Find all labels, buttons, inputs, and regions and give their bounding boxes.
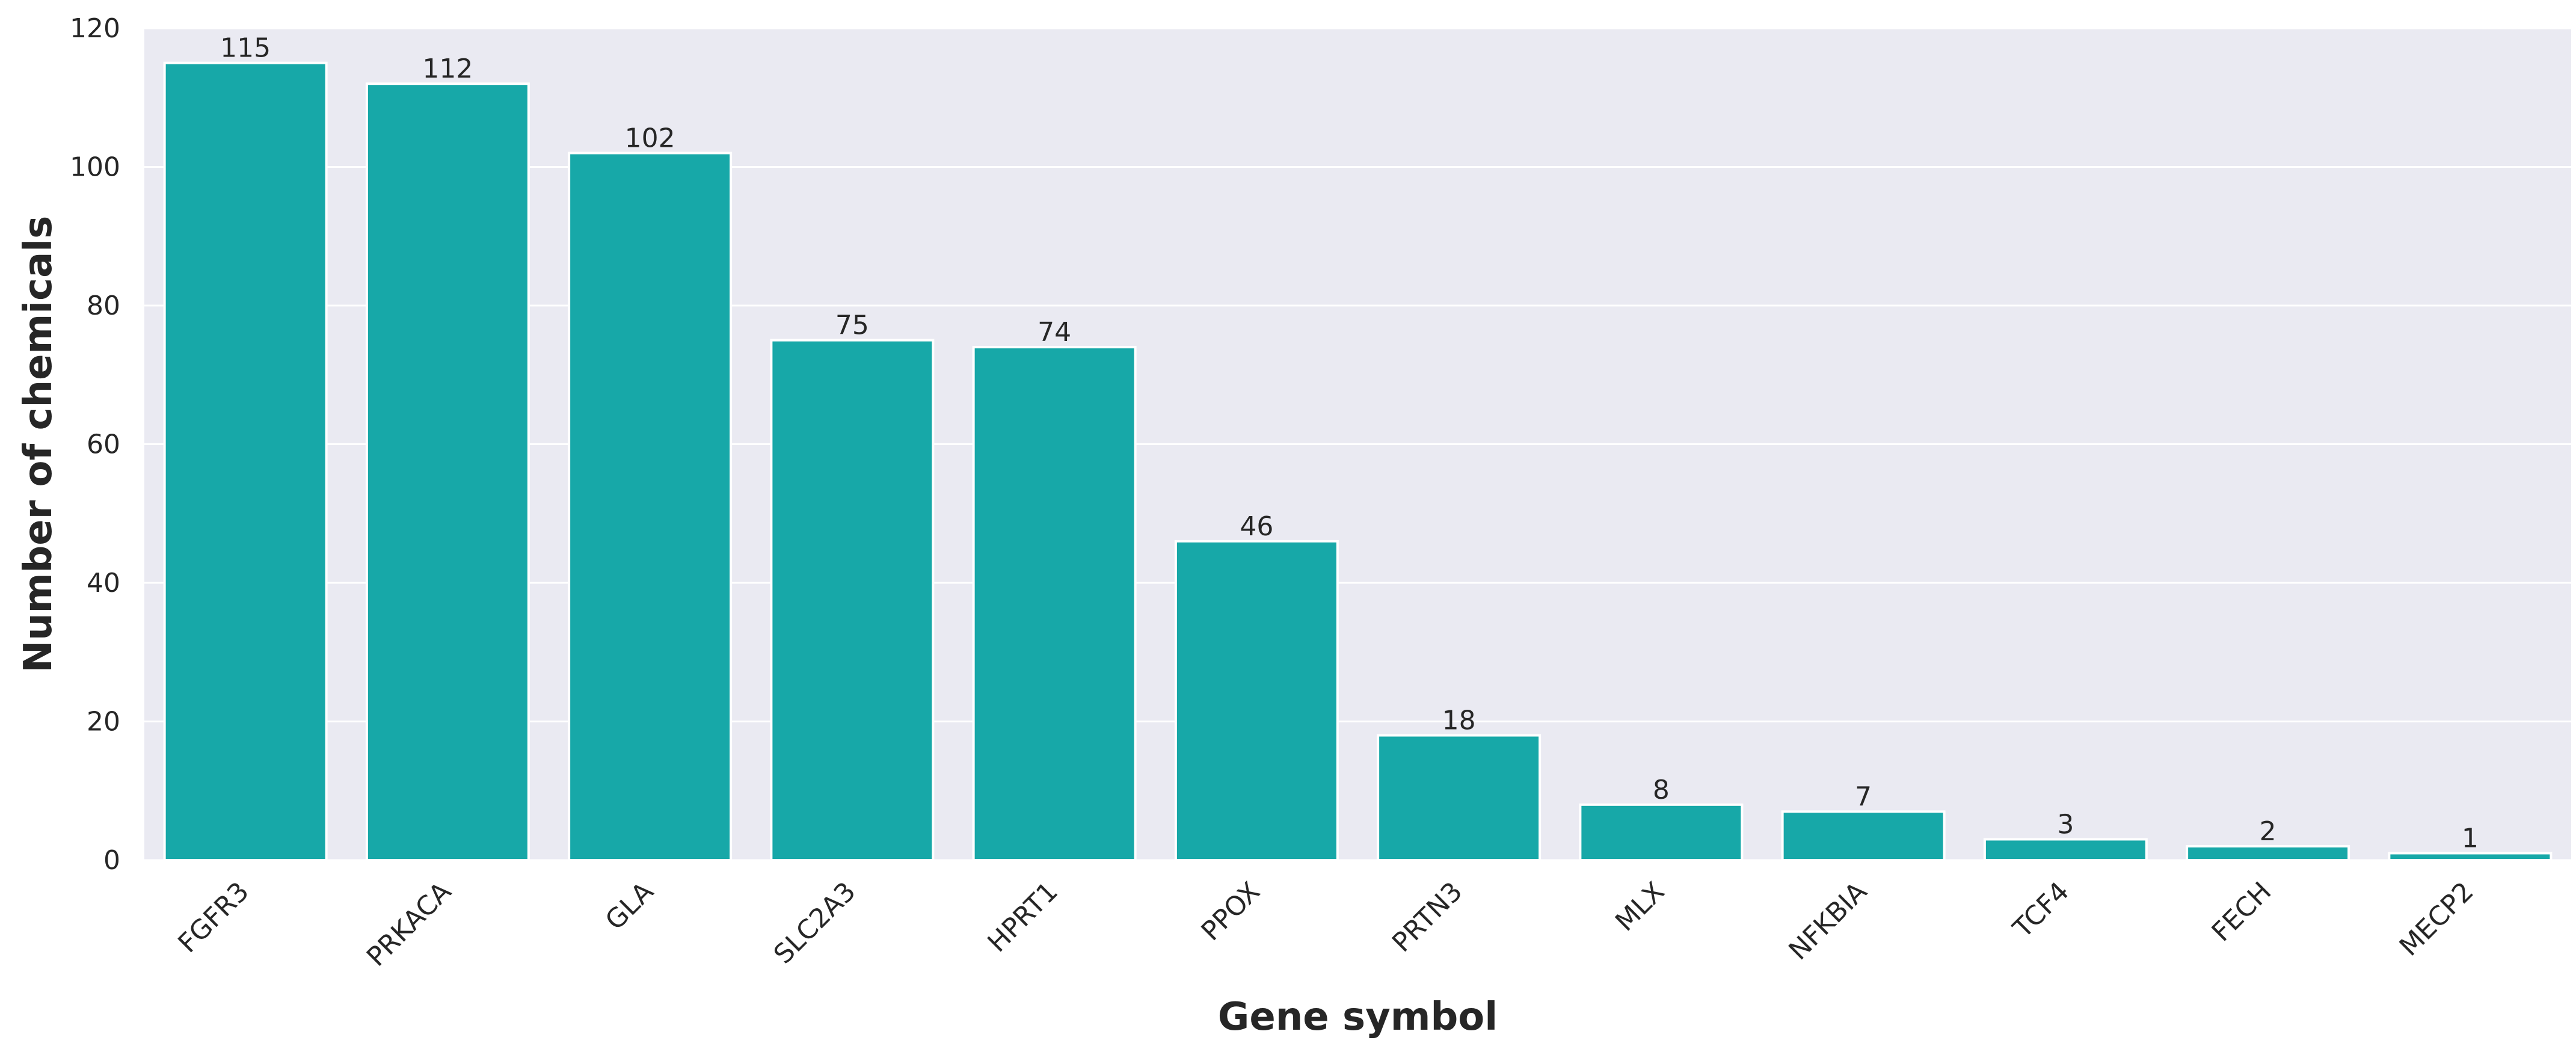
data-label: 46 <box>1240 511 1273 542</box>
y-tick-label: 100 <box>70 152 120 183</box>
data-label: 112 <box>422 54 473 84</box>
x-axis-title: Gene symbol <box>1218 995 1498 1039</box>
data-label: 1 <box>2462 823 2479 853</box>
data-labels: 115 112 102 75 74 46 18 8 7 3 2 1 <box>220 33 2479 854</box>
y-axis-title: Number of chemicals <box>16 216 61 673</box>
y-tick-label: 20 <box>87 707 120 737</box>
data-label: 18 <box>1442 706 1476 736</box>
x-tick-label: FECH <box>2206 876 2278 948</box>
x-tick-label: PPOX <box>1196 876 1266 947</box>
y-tick-label: 60 <box>87 429 120 460</box>
bar-tcf4 <box>1983 838 2148 862</box>
x-tick-label: FGFR3 <box>173 876 255 959</box>
bar-fech <box>2186 844 2350 861</box>
bar-hprt1 <box>972 346 1137 861</box>
data-label: 102 <box>625 123 675 153</box>
y-tick-label: 80 <box>87 291 120 321</box>
x-tick-label: MLX <box>1609 876 1671 938</box>
bar-nfkbia <box>1781 810 1946 861</box>
bar-mecp2 <box>2388 852 2553 861</box>
y-tick-label: 0 <box>103 845 120 876</box>
y-tick-label: 120 <box>70 13 120 44</box>
x-axis-ticks: FGFR3 PRKACA GLA SLC2A3 HPRT1 PPOX PRTN3 MLX NFK… <box>173 876 2480 973</box>
bar-slc2a3 <box>770 339 935 861</box>
x-tick-label: PRKACA <box>361 876 457 973</box>
bar-prtn3 <box>1377 734 1542 862</box>
data-label: 7 <box>1855 781 1872 812</box>
data-label: 8 <box>1653 775 1670 805</box>
bar-fgfr3 <box>163 61 328 861</box>
x-tick-label: TCF4 <box>2007 876 2075 944</box>
data-label: 74 <box>1037 317 1071 348</box>
bars <box>163 61 2553 862</box>
grid-lines <box>144 27 2571 861</box>
x-tick-label: GLA <box>600 876 660 936</box>
data-label: 75 <box>835 310 869 341</box>
y-axis-ticks: 0 20 40 60 80 100 120 <box>70 13 120 876</box>
data-label: 2 <box>2260 816 2276 847</box>
y-tick-label: 40 <box>87 568 120 598</box>
bar-mlx <box>1579 803 1744 862</box>
data-label: 115 <box>220 33 271 64</box>
data-label: 3 <box>2057 809 2074 840</box>
x-tick-label: HPRT1 <box>982 876 1064 958</box>
x-tick-label: MECP2 <box>2394 876 2480 962</box>
x-tick-label: NFKBIA <box>1783 876 1872 966</box>
bar-prkaca <box>365 82 530 862</box>
bar-ppox <box>1174 540 1339 861</box>
x-tick-label: PRTN3 <box>1386 876 1468 958</box>
bar-gla <box>568 152 733 862</box>
x-tick-label: SLC2A3 <box>768 876 862 970</box>
